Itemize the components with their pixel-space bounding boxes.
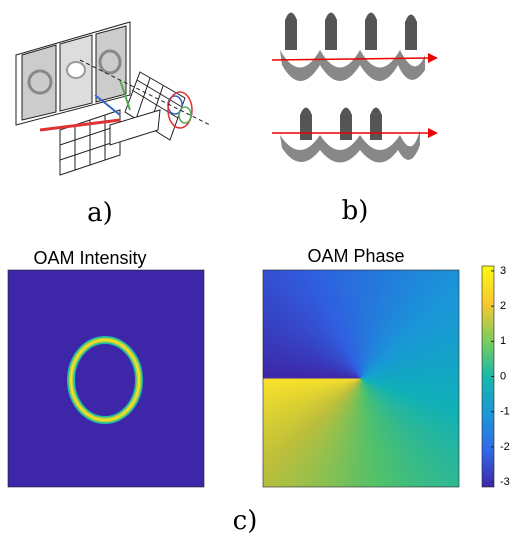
panel-label: a) bbox=[87, 198, 113, 228]
phase-frame bbox=[263, 270, 459, 487]
figure: a) b) c) OAM Intensity OAM Phase 3 2 1 0 -1 -… bbox=[0, 0, 517, 546]
plot-title: OAM Phase bbox=[307, 246, 404, 266]
colorbar-tick-label: 3 bbox=[500, 265, 506, 277]
intensity-map bbox=[8, 270, 204, 487]
panel-label: c) bbox=[233, 506, 258, 536]
colorbar-tick-label: 1 bbox=[500, 335, 506, 347]
colorbar-tick-label: -3 bbox=[500, 476, 510, 488]
schematic bbox=[16, 22, 210, 175]
helices bbox=[272, 13, 438, 163]
plot-title: OAM Intensity bbox=[33, 248, 146, 268]
colorbar-tick-label: 0 bbox=[500, 370, 506, 382]
figure-svg: a) b) c) OAM Intensity OAM Phase 3 2 1 0 -1 -… bbox=[0, 0, 517, 546]
colorbar-tick-label: -1 bbox=[500, 406, 510, 418]
colorbar-tick-label: -2 bbox=[500, 441, 510, 453]
panel-label: b) bbox=[342, 196, 369, 226]
colorbar-tick-label: 2 bbox=[500, 300, 506, 312]
